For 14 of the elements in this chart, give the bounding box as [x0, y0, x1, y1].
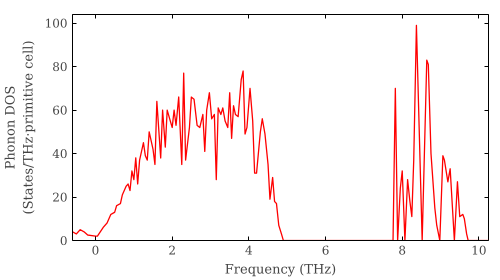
x-tick-label: 8 — [398, 244, 406, 258]
y-axis-title: Phonon DOS (States/THz·primitive cell) — [4, 40, 37, 214]
y-tick-label: 60 — [52, 104, 68, 118]
x-tick-label: 4 — [245, 244, 254, 258]
y-tick-label: 80 — [52, 60, 68, 74]
y-tick-label: 100 — [44, 16, 68, 31]
x-tick-label: 0 — [92, 244, 100, 258]
x-axis-title: Frequency (THz) — [224, 262, 336, 278]
x-tick-label: 6 — [322, 244, 330, 258]
x-tick-label: 2 — [168, 244, 176, 258]
y-tick-label: 20 — [52, 190, 68, 205]
y-tick-label: 40 — [52, 147, 68, 162]
y-tick-label: 0 — [60, 234, 68, 248]
x-tick-label: 10 — [471, 244, 487, 258]
